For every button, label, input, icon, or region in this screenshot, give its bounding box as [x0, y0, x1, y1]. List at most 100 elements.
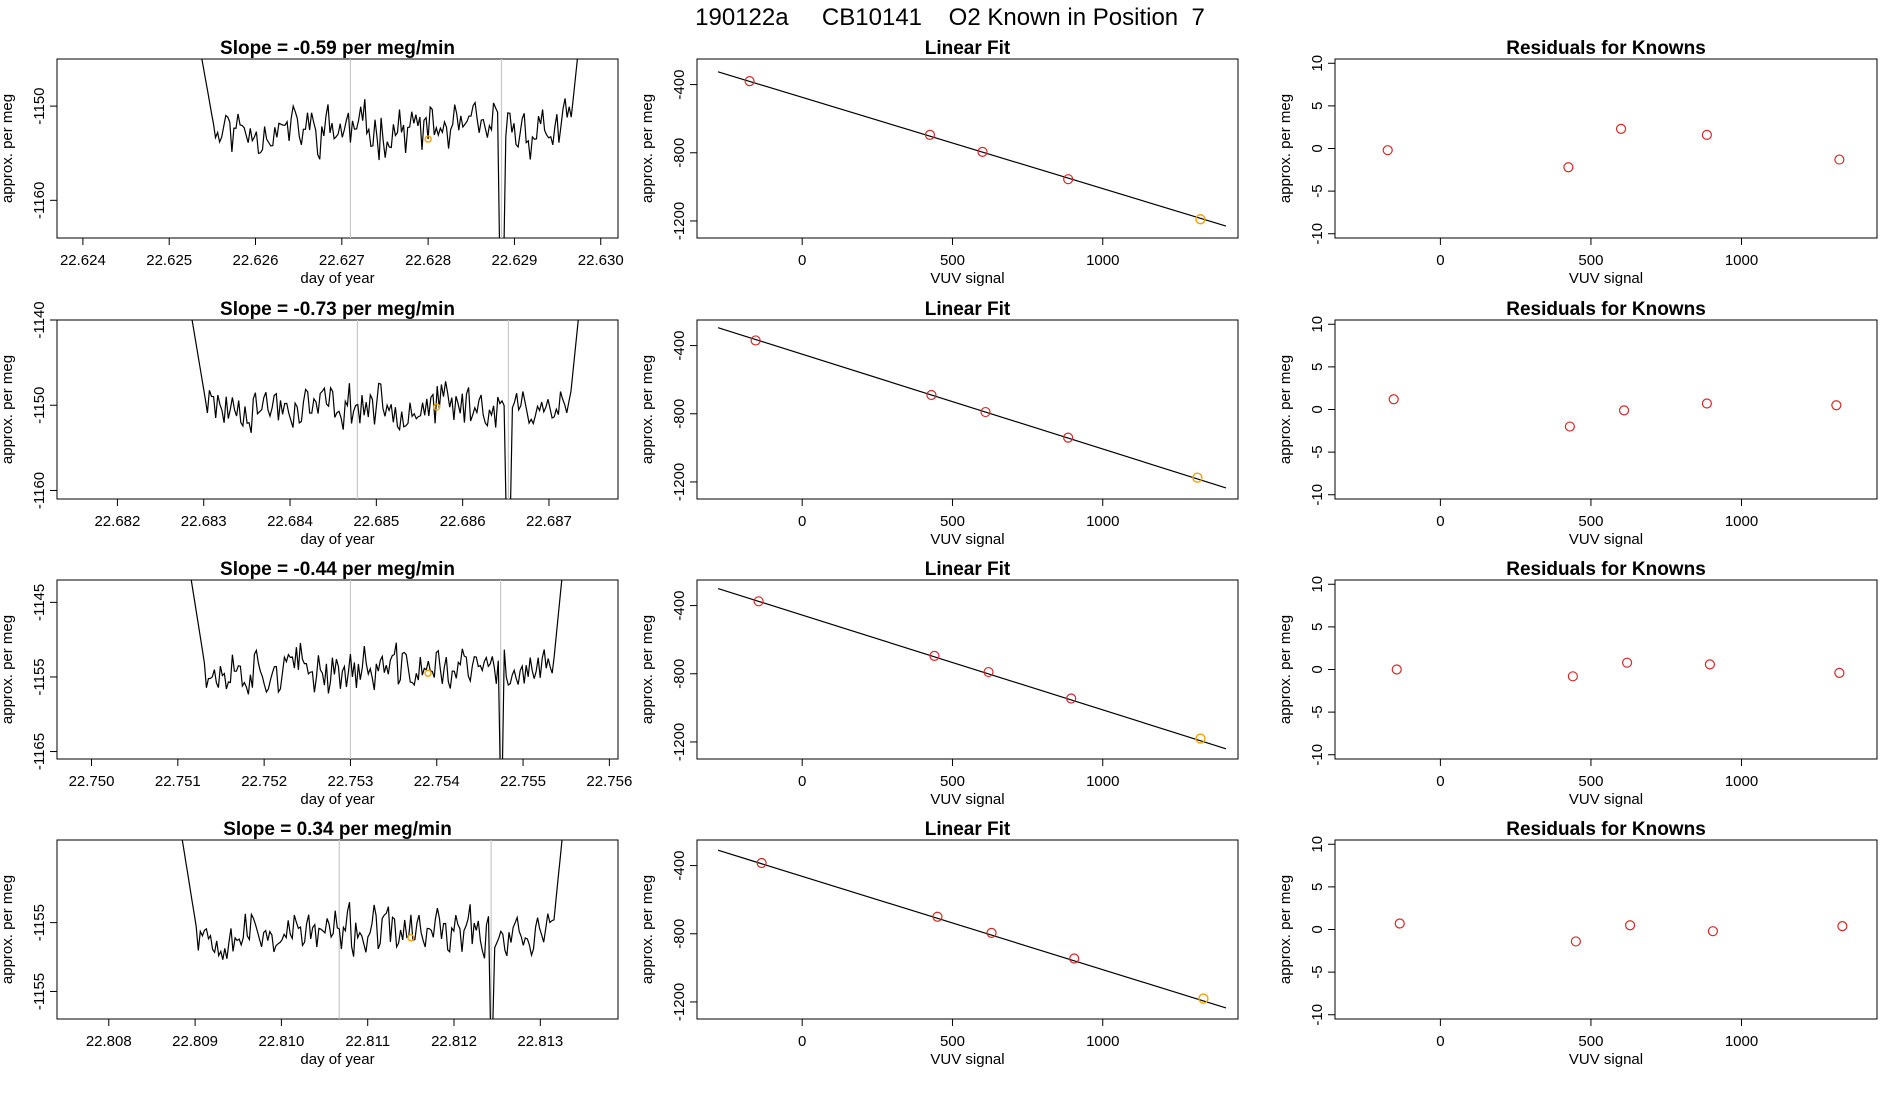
plot-frame	[56, 58, 619, 239]
x-tick-label: 1000	[1725, 252, 1758, 269]
plot-frame	[56, 319, 619, 500]
data-point	[744, 76, 755, 87]
x-tick-label: 22.811	[345, 1033, 390, 1050]
x-tick-label: 22.682	[94, 513, 140, 530]
y-tick-label: -400	[671, 591, 688, 621]
data-point	[1063, 174, 1074, 185]
panel-title: Residuals for Knowns	[1506, 819, 1706, 840]
x-tick-label: 22.684	[267, 513, 313, 530]
x-tick-label: 0	[1436, 252, 1444, 269]
plot-area	[1382, 123, 1845, 173]
x-tick-label: 1000	[1725, 773, 1758, 790]
data-point	[1388, 394, 1399, 405]
data-point	[1621, 657, 1633, 668]
x-tick-label: 22.630	[578, 252, 624, 269]
fit-line	[717, 327, 1227, 489]
fit-line	[717, 849, 1227, 1009]
data-point	[1704, 659, 1715, 670]
data-point	[929, 650, 940, 661]
y-axis-label: approx. per meg	[1277, 94, 1294, 203]
highlight-point	[1195, 733, 1206, 744]
x-tick-label: 22.629	[491, 252, 537, 269]
data-point	[1701, 398, 1712, 409]
data-point	[1624, 920, 1636, 931]
y-tick-label: 5	[1309, 883, 1326, 891]
y-tick-label: -1155	[31, 904, 48, 941]
figure-title: 190122a CB10141 O2 Known in Position 7	[695, 4, 1205, 31]
plot-area	[191, 320, 579, 499]
x-tick-label: 22.808	[86, 1033, 132, 1050]
plot-area	[190, 580, 563, 759]
y-tick-label: -800	[671, 138, 688, 168]
x-tick-label: 500	[1578, 513, 1603, 530]
panel-title: Slope = 0.34 per meg/min	[223, 819, 452, 840]
panel-1-2: Linear Fit 0 500 1000 VUV signal -400 -800 -120…	[639, 38, 1239, 287]
y-axis-label: approx. per meg	[639, 875, 656, 984]
y-axis-label: approx. per meg	[639, 355, 656, 464]
plot-frame	[1334, 58, 1878, 239]
y-tick-label: -1200	[671, 723, 688, 761]
panel-title: Linear Fit	[925, 38, 1011, 59]
y-tick-label: -5	[1309, 965, 1326, 978]
panel-1-3: Residuals for Knowns 0 500 1000 VUV signal 10…	[1277, 38, 1878, 287]
highlight-point	[424, 135, 432, 143]
series-line	[181, 840, 563, 1019]
x-tick-label: 22.754	[414, 773, 460, 790]
panel-title: Linear Fit	[925, 299, 1011, 320]
panel-title: Slope = -0.44 per meg/min	[220, 559, 455, 580]
data-point	[1066, 693, 1077, 704]
data-point	[1567, 671, 1578, 682]
y-tick-label: -5	[1309, 445, 1326, 458]
y-tick-label: -5	[1309, 705, 1326, 718]
fit-line	[717, 71, 1227, 227]
data-point	[1618, 405, 1630, 416]
x-tick-label: 22.628	[405, 252, 451, 269]
x-axis-label: VUV signal	[1569, 1051, 1643, 1068]
panel-3-3: Residuals for Knowns 0 500 1000 VUV signal 10…	[1277, 559, 1878, 808]
x-tick-label: 1000	[1086, 513, 1119, 530]
y-tick-label: -10	[1309, 1004, 1326, 1026]
y-tick-label: -1200	[671, 463, 688, 501]
x-axis-label: day of year	[300, 270, 374, 287]
y-tick-label: -400	[671, 851, 688, 881]
y-tick-label: 5	[1309, 363, 1326, 371]
x-tick-label: 22.813	[517, 1033, 563, 1050]
plot-area	[181, 840, 563, 1019]
panel-title: Slope = -0.59 per meg/min	[220, 38, 455, 59]
plot-frame	[1334, 839, 1878, 1020]
plot-frame	[1334, 319, 1878, 500]
y-axis-label: approx. per meg	[639, 615, 656, 724]
data-point	[1563, 162, 1574, 173]
y-axis-label: approx. per meg	[0, 355, 16, 464]
y-tick-label: -800	[671, 399, 688, 429]
plot-frame	[56, 579, 619, 760]
y-tick-label: -400	[671, 70, 688, 100]
highlight-point	[1192, 472, 1203, 483]
data-point	[980, 406, 991, 418]
x-tick-label: 0	[798, 513, 806, 530]
plot-frame	[1334, 579, 1878, 760]
x-tick-label: 500	[940, 252, 965, 269]
plot-frame	[696, 579, 1239, 760]
y-axis-label: approx. per meg	[0, 94, 16, 203]
x-tick-label: 22.753	[328, 773, 374, 790]
x-axis-label: VUV signal	[930, 531, 1004, 548]
y-tick-label: -1200	[671, 202, 688, 240]
y-tick-label: -1200	[671, 983, 688, 1021]
x-tick-label: 500	[940, 513, 965, 530]
x-tick-label: 500	[1578, 252, 1603, 269]
x-tick-label: 22.687	[526, 513, 572, 530]
y-tick-label: 10	[1309, 316, 1326, 333]
data-point	[750, 335, 761, 346]
x-tick-label: 22.627	[319, 252, 365, 269]
data-point	[1615, 123, 1627, 134]
data-point	[1831, 400, 1842, 411]
y-axis-label: approx. per meg	[1277, 615, 1294, 724]
x-axis-label: VUV signal	[1569, 791, 1643, 808]
y-axis-label: approx. per meg	[1277, 875, 1294, 984]
x-axis-label: day of year	[300, 531, 374, 548]
plot-area	[717, 71, 1227, 227]
y-tick-label: -1160	[31, 182, 48, 219]
panel-4-1: Slope = 0.34 per meg/min 22.808 22.809 22.8…	[0, 819, 619, 1068]
plot-frame	[56, 839, 619, 1020]
